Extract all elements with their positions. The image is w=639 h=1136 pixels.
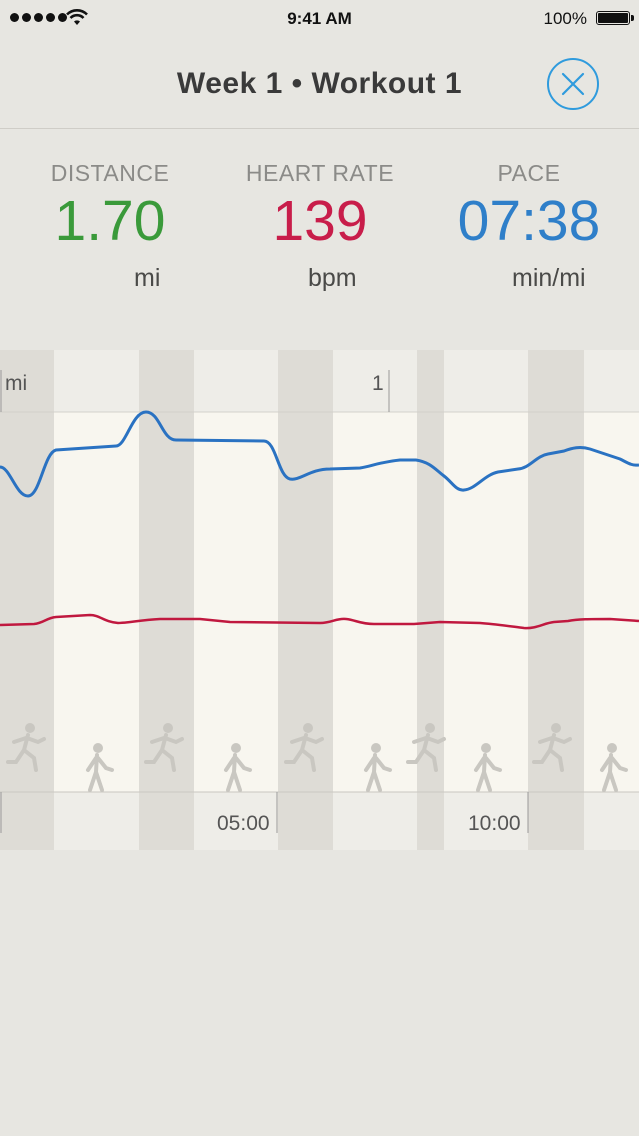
walking-figure-icon bbox=[600, 743, 628, 792]
run-band bbox=[528, 350, 584, 850]
plot-highlight bbox=[54, 412, 639, 792]
walking-figure-icon bbox=[224, 743, 252, 792]
pace-label: PACE bbox=[497, 160, 561, 186]
run-band bbox=[0, 350, 54, 850]
time-tick-label-10: 10:00 bbox=[468, 812, 521, 835]
close-button[interactable] bbox=[547, 58, 599, 110]
battery-icon bbox=[596, 11, 634, 25]
heart-rate-label: HEART RATE bbox=[245, 160, 395, 186]
running-figure-icon bbox=[6, 723, 46, 772]
distance-marker-label: 1 bbox=[372, 372, 384, 395]
pace-stat: PACE 07:38 bbox=[450, 160, 608, 251]
signal-dots-icon bbox=[10, 13, 67, 22]
pace-line bbox=[0, 410, 639, 498]
workout-stats: DISTANCE 1.70 mi HEART RATE 139 bpm PACE… bbox=[0, 160, 639, 300]
status-time: 9:41 AM bbox=[287, 9, 352, 28]
distance-unit: mi bbox=[134, 264, 161, 292]
walking-figure-icon bbox=[364, 743, 392, 792]
pace-value: 07:38 bbox=[457, 189, 601, 253]
heart-rate-line bbox=[0, 613, 639, 630]
navigation-bar: Week 1 • Workout 1 bbox=[0, 38, 639, 129]
run-band bbox=[278, 350, 333, 850]
chart-canvas bbox=[0, 350, 639, 850]
run-band bbox=[417, 350, 444, 850]
status-bar: 9:41 AM 100% bbox=[0, 0, 639, 38]
close-icon bbox=[561, 72, 585, 96]
heart-rate-unit: bpm bbox=[308, 264, 357, 292]
distance-label: DISTANCE bbox=[50, 160, 170, 186]
running-figure-icon bbox=[406, 723, 446, 772]
heart-rate-stat: HEART RATE 139 bbox=[238, 160, 402, 251]
page-title: Week 1 • Workout 1 bbox=[176, 67, 463, 100]
running-figure-icon bbox=[144, 723, 184, 772]
run-band bbox=[139, 350, 194, 850]
battery-percentage: 100% bbox=[543, 9, 587, 28]
distance-axis-unit: mi bbox=[5, 372, 28, 395]
pace-unit: min/mi bbox=[512, 264, 586, 292]
distance-stat: DISTANCE 1.70 bbox=[40, 160, 180, 251]
workout-chart[interactable]: mi 1 05:00 10:00 bbox=[0, 350, 639, 850]
distance-value: 1.70 bbox=[54, 189, 166, 253]
running-figure-icon bbox=[284, 723, 324, 772]
walking-figure-icon bbox=[474, 743, 502, 792]
walking-figure-icon bbox=[86, 743, 114, 792]
running-figure-icon bbox=[532, 723, 572, 772]
heart-rate-value: 139 bbox=[272, 189, 368, 253]
wifi-icon bbox=[66, 9, 88, 25]
time-tick-label-5: 05:00 bbox=[217, 812, 270, 835]
